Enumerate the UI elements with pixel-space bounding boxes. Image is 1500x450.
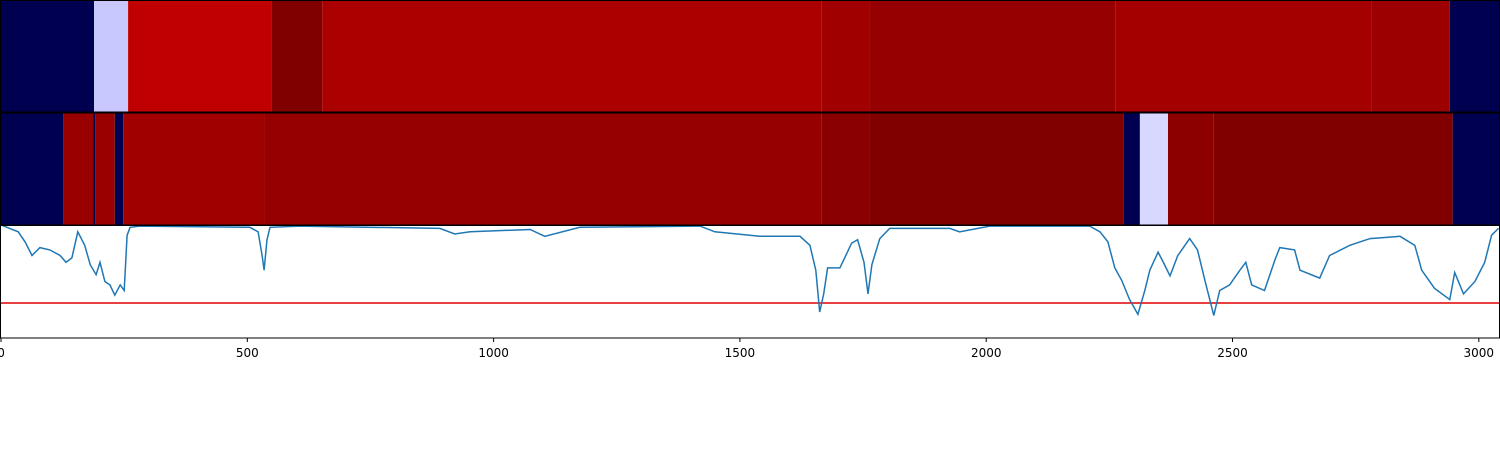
x-tick-label: 1000 [478,346,509,360]
segment [869,113,1124,225]
segment [1,1,95,112]
segment [869,1,1116,112]
x-tick-label: 2000 [971,346,1002,360]
segment [322,1,822,112]
segment [95,113,115,225]
x-tick-label: 1500 [725,346,756,360]
segment [271,1,323,112]
x-tick-label: 500 [236,346,259,360]
strips [1,1,1500,225]
segment [1449,1,1500,112]
line [1,225,1500,317]
line-frame [0,225,1500,339]
x-axis: 0 500 1000 1500 2000 2500 3000 [0,338,1494,360]
segment [1123,113,1140,225]
segment [1213,113,1453,225]
segment [821,1,870,112]
segment [128,1,272,112]
segment [114,113,124,225]
segment [1,113,64,225]
segment [63,113,94,225]
segment [123,113,265,225]
x-tick-label: 3000 [1464,346,1495,360]
x-tick-label: 2500 [1217,346,1248,360]
segment [1115,1,1372,112]
segment [94,1,129,112]
segment [1371,1,1450,112]
segment [1452,113,1500,225]
segment [1167,113,1214,225]
segment [821,113,870,225]
segment [93,113,96,225]
segment [264,113,822,225]
x-tick-label: 0 [0,346,5,360]
line-panel [1,225,1500,317]
segment [1139,113,1168,225]
